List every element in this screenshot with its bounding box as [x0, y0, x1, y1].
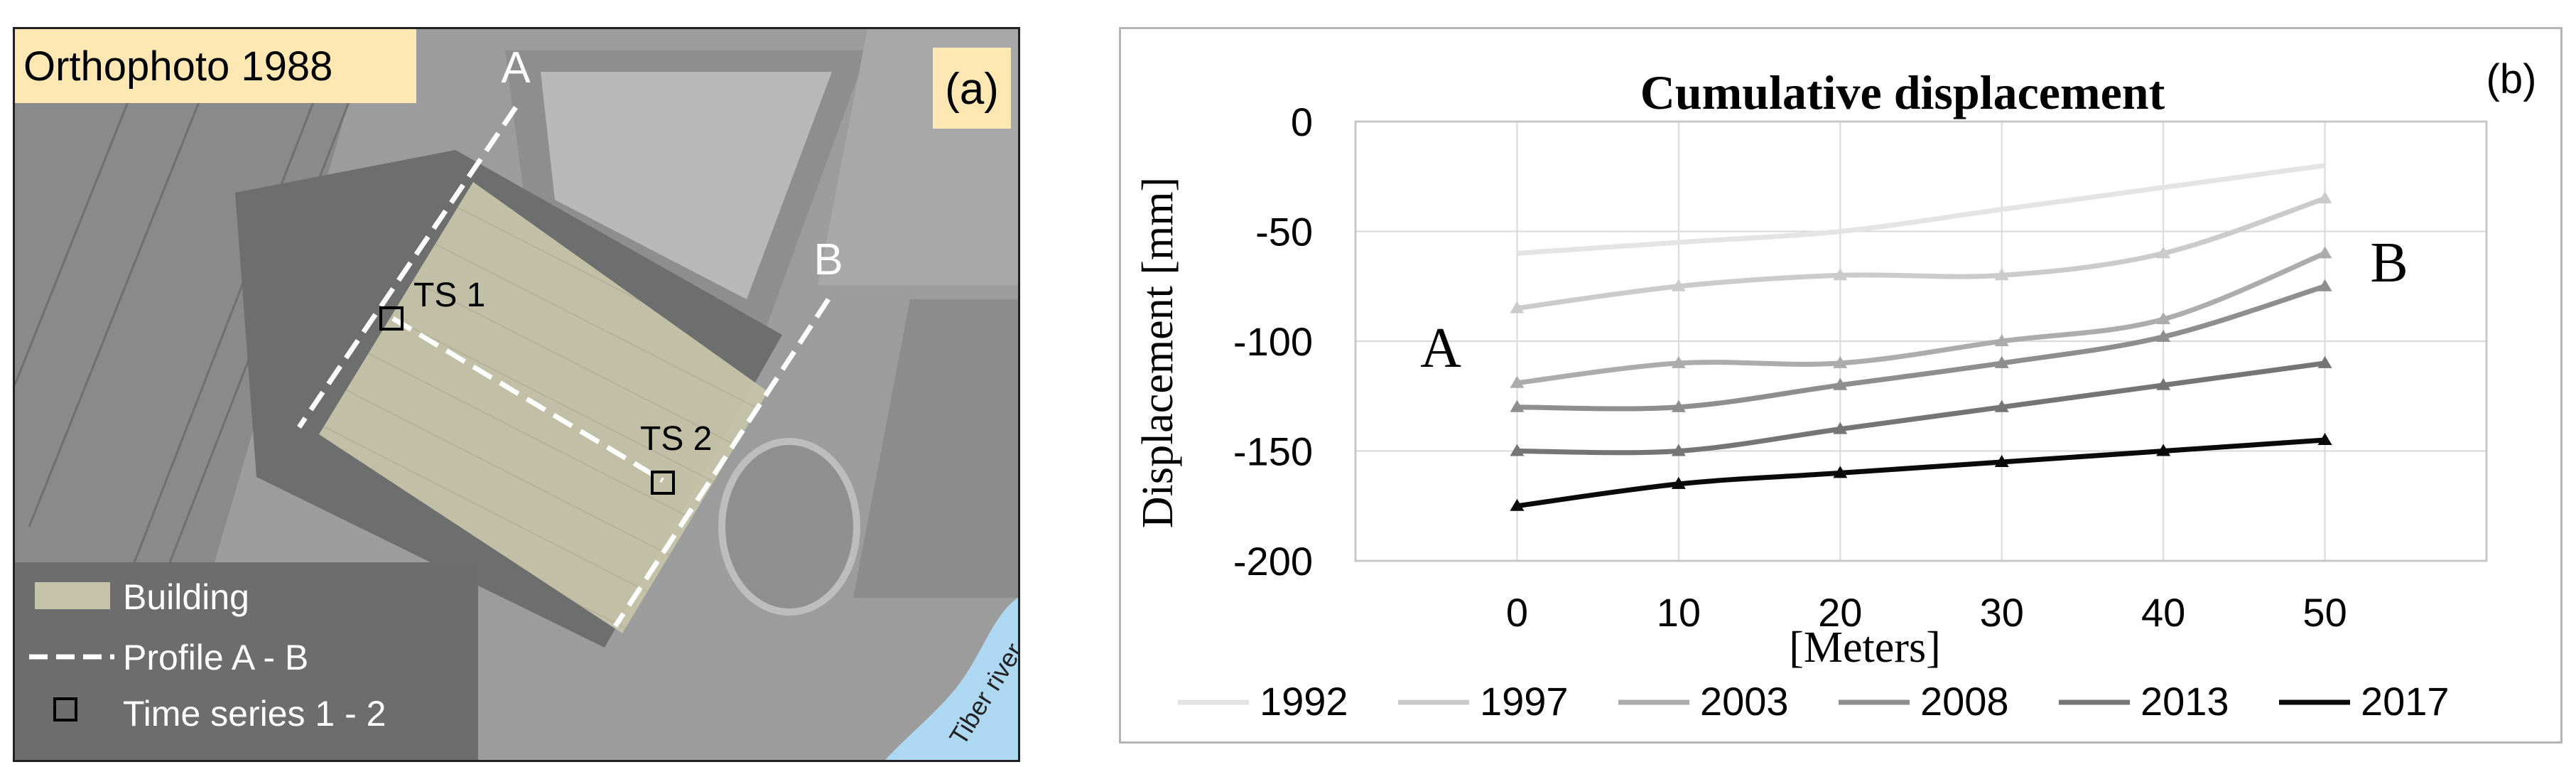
x-tick-label: 0	[1506, 590, 1528, 635]
legend-label-2003: 2003	[1700, 679, 1789, 724]
panel-a-label-box	[933, 48, 1011, 129]
data-point-2013	[2156, 377, 2171, 390]
series-line-1997	[1516, 195, 2326, 311]
ts1-label: TS 1	[413, 277, 485, 314]
data-point-2008	[1833, 377, 1848, 390]
displacement-chart: Cumulative displacement (b) 0 -50 -100 -150…	[1134, 56, 2537, 724]
legend-label-2017: 2017	[2361, 679, 2450, 724]
data-point-1997	[1510, 301, 1525, 313]
series-line-2003	[1517, 251, 2326, 386]
series-line-2017	[1516, 437, 2325, 509]
data-point-2003	[2156, 312, 2171, 325]
y-tick-label: -50	[1255, 210, 1313, 254]
legend-profile-label: Profile A - B	[123, 638, 308, 677]
chart-legend: 1992 1997 2003 2008 2013 2017	[1178, 679, 2450, 724]
series-line-1992	[1517, 163, 2326, 256]
data-point-2017	[1671, 476, 1686, 489]
plot-frame	[1354, 120, 2488, 562]
data-point-2013	[2317, 355, 2332, 368]
profile-point-b: B	[813, 235, 843, 284]
data-point-2003	[2317, 246, 2332, 259]
x-tick-label: 10	[1657, 590, 1701, 635]
north-building-roof	[541, 72, 832, 299]
y-tick-label: 0	[1291, 100, 1313, 144]
orthophoto-map: Tiber river A B TS 1 TS 2 Orthophoto 198…	[15, 29, 1018, 760]
data-point-2013	[1833, 422, 1848, 434]
legend-label-2008: 2008	[1920, 679, 2009, 724]
data-point-2008	[2156, 329, 2171, 342]
data-point-2003	[1833, 355, 1848, 368]
tiber-river	[885, 598, 1018, 760]
chart-title: Cumulative displacement	[1640, 65, 2165, 119]
data-point-2017	[2156, 444, 2171, 456]
data-point-2013	[1994, 399, 2009, 412]
data-point-2003	[1994, 334, 2009, 346]
x-tick-label: 30	[1980, 590, 2024, 635]
legend-ts-swatch	[53, 697, 77, 722]
east-road	[853, 299, 1018, 598]
profile-point-a: A	[501, 43, 531, 92]
x-axis-label: [Meters]	[1789, 623, 1940, 672]
title-label-box	[15, 29, 416, 103]
grid	[1355, 121, 2486, 562]
legend-label-2013: 2013	[2141, 679, 2229, 724]
roundabout	[718, 438, 860, 616]
data-point-2008	[2317, 279, 2332, 291]
data-point-1997	[1671, 279, 1686, 291]
data-point-2017	[2317, 433, 2332, 446]
legend-building-label: Building	[123, 577, 249, 617]
y-tick-label: -100	[1233, 319, 1313, 364]
data-point-1997	[1994, 268, 2009, 281]
map-title: Orthophoto 1988	[23, 43, 332, 90]
data-point-2013	[1510, 444, 1525, 456]
series-line-2008	[1517, 284, 2326, 412]
ts2-label: TS 2	[640, 420, 712, 458]
ts1-marker	[379, 306, 404, 331]
panel-b-label: (b)	[2486, 56, 2537, 102]
data-point-2003	[1671, 355, 1686, 368]
data-point-2003	[1510, 375, 1525, 388]
y-tick-label: -150	[1233, 429, 1313, 474]
data-point-2013	[1671, 444, 1686, 456]
profile-start-marker: A	[1420, 317, 1461, 380]
y-axis-label: Displacement [mm]	[1134, 177, 1182, 528]
legend-building-swatch	[35, 582, 110, 609]
profile-lines	[297, 106, 830, 628]
axis-ticks: 0 -50 -100 -150 -200 0 10 20 30 40 50	[1233, 100, 2347, 635]
data-point-1997	[1833, 268, 1848, 281]
panel-a-label: (a)	[945, 65, 999, 114]
ts2-marker	[651, 471, 675, 495]
data-point-2008	[1994, 355, 2009, 368]
legend-label-1997: 1997	[1480, 679, 1569, 724]
chart-panel: Cumulative displacement (b) 0 -50 -100 -150…	[1119, 27, 2563, 744]
data-point-2017	[1994, 454, 2009, 467]
series	[1510, 163, 2332, 511]
data-point-2008	[1510, 399, 1525, 412]
data-point-2017	[1510, 498, 1525, 511]
legend-ts-label: Time series 1 - 2	[123, 694, 386, 734]
data-point-1997	[2156, 246, 2171, 259]
series-line-2013	[1517, 360, 2326, 456]
x-tick-label: 20	[1818, 590, 1862, 635]
y-tick-label: -200	[1233, 539, 1313, 584]
orthophoto-panel: Tiber river A B TS 1 TS 2 Orthophoto 198…	[13, 27, 1020, 762]
x-tick-label: 40	[2141, 590, 2185, 635]
legend-label-1992: 1992	[1260, 679, 1348, 724]
x-tick-label: 50	[2302, 590, 2347, 635]
profile-end-marker: B	[2370, 232, 2408, 294]
data-point-2017	[1833, 466, 1848, 478]
data-point-1997	[2317, 191, 2332, 204]
data-point-2008	[1671, 399, 1686, 412]
